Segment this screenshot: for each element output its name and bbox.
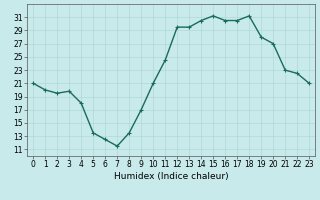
X-axis label: Humidex (Indice chaleur): Humidex (Indice chaleur) xyxy=(114,172,228,181)
